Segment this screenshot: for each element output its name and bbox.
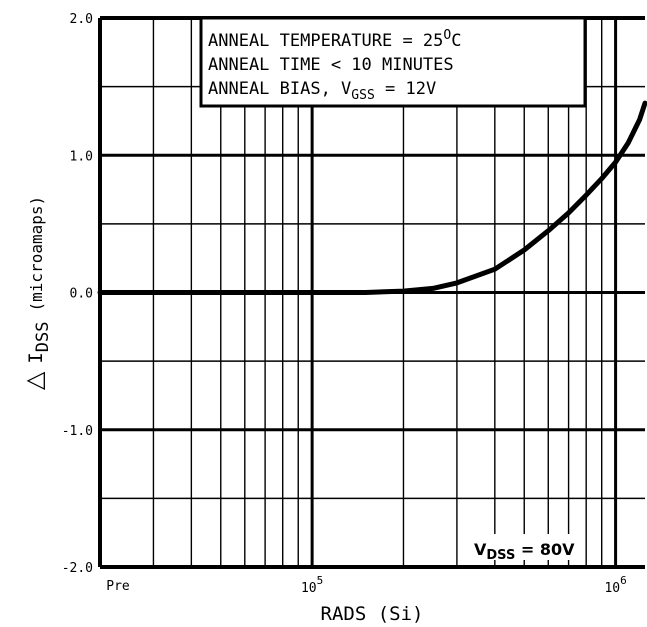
x-tick-label: Pre: [106, 579, 130, 594]
y-tick-label: 2.0: [70, 12, 93, 27]
y-tick-label: -1.0: [62, 424, 93, 439]
annotation-line-3: ANNEAL BIAS, VGSS = 12V: [208, 79, 436, 103]
x-tick-label: 106: [604, 574, 626, 596]
y-axis-title: △IDSS(microamaps): [20, 196, 53, 390]
annotation-box: ANNEAL TEMPERATURE = 25OC ANNEAL TIME < …: [199, 16, 587, 108]
svg-text:△IDSS(microamaps): △IDSS(microamaps): [20, 196, 53, 390]
delta-symbol: △: [20, 371, 48, 390]
y-tick-label: 0.0: [70, 287, 93, 302]
annotation-line-1: ANNEAL TEMPERATURE = 25OC: [208, 28, 461, 51]
y-tick-label: 1.0: [70, 149, 93, 164]
x-tick-label: 105: [301, 574, 323, 596]
series-line: [97, 100, 647, 295]
y-tick-label: -2.0: [62, 561, 93, 576]
y-tick-labels: 2.0 1.0 0.0 -1.0 -2.0: [62, 12, 93, 576]
annotation-line-2: ANNEAL TIME < 10 MINUTES: [208, 55, 454, 75]
condition-label: VDSS = 80V: [474, 540, 575, 563]
x-axis-title: RADS (Si): [321, 603, 424, 625]
condition-label-box: VDSS = 80V: [470, 534, 582, 563]
x-tick-labels: Pre 105 106: [106, 574, 626, 596]
